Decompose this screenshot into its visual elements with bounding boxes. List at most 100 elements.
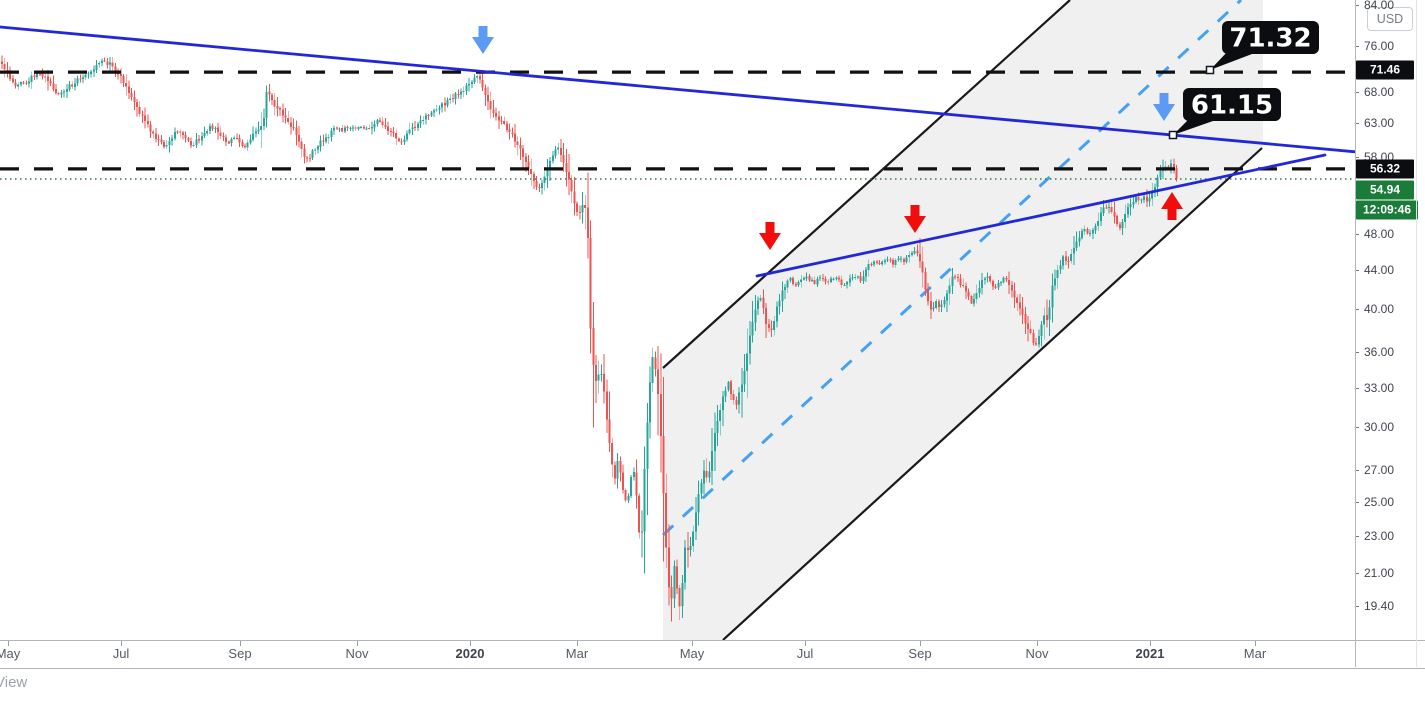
price-tick-label: 76.00 bbox=[1364, 39, 1395, 53]
candle bbox=[435, 109, 438, 111]
candle bbox=[60, 92, 63, 95]
candle bbox=[279, 108, 282, 110]
candle bbox=[109, 62, 111, 65]
price-axis-border bbox=[1355, 0, 1356, 667]
channel-midline-dashed[interactable] bbox=[661, 0, 1243, 537]
candle bbox=[511, 132, 514, 134]
candle bbox=[948, 285, 951, 294]
parallel-channel-fill[interactable] bbox=[663, 0, 1263, 640]
candle bbox=[176, 131, 179, 133]
candle bbox=[1043, 315, 1046, 325]
candle bbox=[173, 132, 176, 139]
candle bbox=[100, 61, 103, 63]
candle bbox=[859, 276, 862, 281]
candle bbox=[76, 78, 79, 84]
candle bbox=[889, 259, 892, 261]
candle bbox=[254, 131, 257, 134]
candle bbox=[152, 131, 155, 134]
channel-upper-line[interactable] bbox=[662, 0, 1071, 369]
price-axis[interactable]: USD 84.00 76.00 68.00 63.00 58.00 48.00 44.00 4… bbox=[1355, 0, 1425, 640]
callout-71.32[interactable] bbox=[1222, 21, 1319, 54]
time-axis[interactable]: May Jul Sep Nov 2020 Mar May Jul Sep Nov 2021 Mar bbox=[0, 640, 1425, 669]
blue-down-arrow-2[interactable] bbox=[1153, 93, 1175, 121]
price-tick-label: 33.00 bbox=[1364, 381, 1395, 395]
candlestick-chart-plot[interactable]: 71.32 61.15 bbox=[0, 0, 1355, 640]
candle bbox=[573, 191, 576, 204]
candle bbox=[1059, 265, 1062, 270]
red-down-arrow-2[interactable] bbox=[904, 205, 926, 233]
candle bbox=[794, 283, 797, 286]
candle bbox=[484, 87, 487, 95]
descending-trendline[interactable] bbox=[0, 25, 1355, 154]
candle bbox=[746, 353, 749, 371]
candle bbox=[281, 109, 284, 116]
callout-71.32-tail bbox=[1210, 50, 1252, 70]
candle bbox=[500, 120, 503, 122]
candle bbox=[892, 260, 894, 265]
candle bbox=[395, 132, 398, 139]
candle bbox=[392, 131, 395, 134]
candle bbox=[986, 276, 989, 279]
candle bbox=[249, 139, 252, 143]
red-up-arrow[interactable] bbox=[1161, 192, 1183, 220]
time-tick-mark bbox=[240, 641, 241, 646]
candle bbox=[181, 132, 184, 136]
candle bbox=[1099, 212, 1102, 222]
callout-61.15-tail bbox=[1173, 117, 1213, 135]
candle bbox=[68, 84, 71, 90]
candle bbox=[106, 61, 109, 65]
candle bbox=[1051, 285, 1054, 308]
candle bbox=[797, 281, 800, 285]
candle bbox=[1137, 197, 1140, 201]
price-tick-label: 44.00 bbox=[1364, 263, 1395, 278]
candle bbox=[851, 277, 854, 279]
callout-71.32-anchor-marker[interactable] bbox=[1205, 65, 1215, 75]
candle bbox=[1102, 207, 1105, 213]
candle bbox=[362, 127, 365, 129]
channel-lower-line[interactable] bbox=[722, 147, 1263, 640]
candle bbox=[848, 278, 851, 283]
candle bbox=[840, 279, 843, 286]
candle bbox=[856, 276, 859, 278]
candle bbox=[130, 92, 133, 97]
candle bbox=[44, 76, 47, 78]
ascending-trendline[interactable] bbox=[755, 153, 1327, 278]
candle bbox=[136, 102, 138, 108]
candle bbox=[454, 93, 457, 100]
price-tick-label: 63.00 bbox=[1364, 115, 1395, 130]
candle bbox=[470, 82, 473, 84]
candle bbox=[910, 253, 913, 255]
candle bbox=[678, 588, 681, 607]
candle bbox=[184, 135, 187, 139]
candle bbox=[1143, 196, 1146, 200]
candle bbox=[997, 282, 1000, 288]
candle bbox=[681, 582, 684, 607]
candle bbox=[481, 79, 484, 88]
red-down-arrow-1[interactable] bbox=[759, 222, 781, 250]
candle bbox=[886, 259, 889, 261]
candle bbox=[82, 77, 84, 80]
callout-61.15-anchor-marker[interactable] bbox=[1168, 130, 1178, 140]
candle bbox=[276, 106, 279, 109]
candle bbox=[17, 84, 20, 87]
candle bbox=[975, 292, 978, 300]
candle bbox=[919, 253, 921, 262]
candle bbox=[732, 394, 735, 400]
candle bbox=[1054, 278, 1056, 286]
price-tick-label: 30.00 bbox=[1364, 420, 1395, 435]
candle bbox=[206, 131, 209, 134]
candle bbox=[819, 277, 822, 279]
price-tick-mark bbox=[1355, 270, 1359, 272]
callout-61.15[interactable] bbox=[1183, 88, 1281, 121]
candle bbox=[1172, 163, 1175, 169]
candle bbox=[524, 156, 527, 162]
candle bbox=[55, 88, 57, 93]
candle bbox=[1126, 206, 1129, 215]
candle bbox=[757, 300, 759, 310]
blue-down-arrow-1[interactable] bbox=[472, 26, 494, 54]
candle bbox=[408, 129, 411, 134]
candle bbox=[451, 98, 454, 99]
candle bbox=[1024, 314, 1027, 324]
candle bbox=[9, 73, 12, 79]
candle bbox=[195, 139, 198, 145]
